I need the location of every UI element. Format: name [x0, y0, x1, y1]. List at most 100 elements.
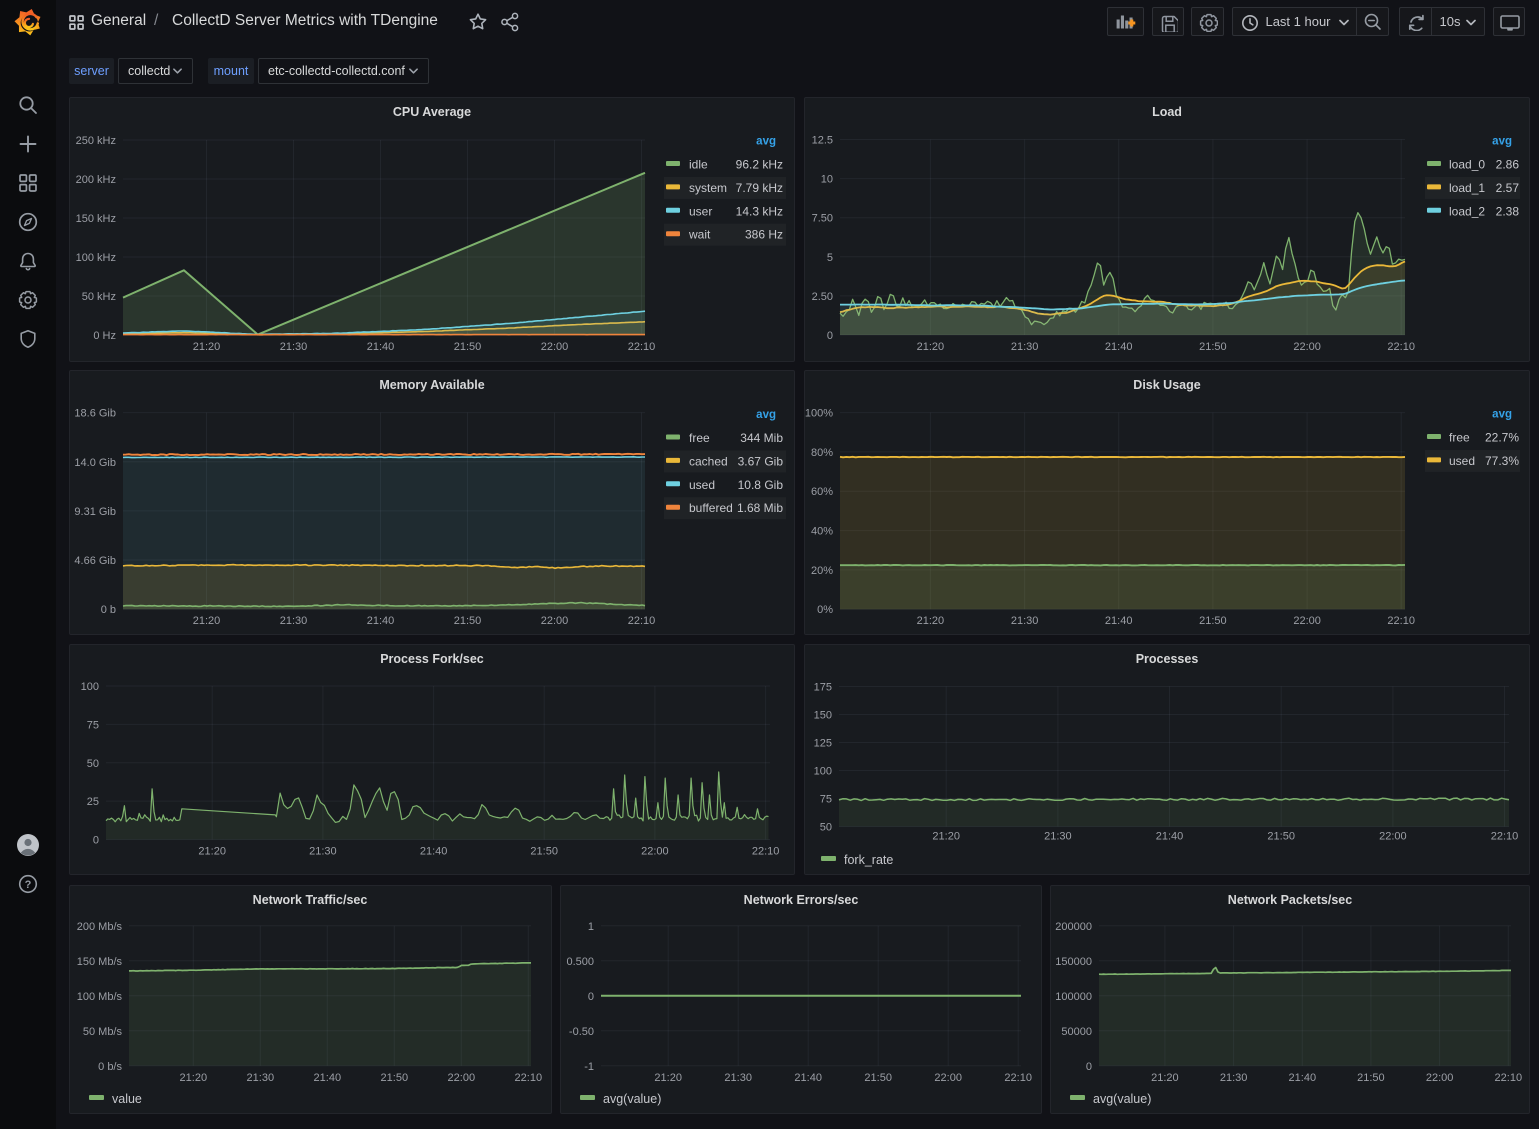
- svg-text:1.68 Mib: 1.68 Mib: [737, 501, 783, 515]
- svg-text:Memory Available: Memory Available: [379, 378, 484, 392]
- svg-text:20%: 20%: [811, 565, 833, 577]
- svg-text:used: used: [1449, 454, 1475, 468]
- svg-text:386 Hz: 386 Hz: [745, 228, 783, 242]
- svg-text:3.67 Gib: 3.67 Gib: [738, 454, 784, 468]
- svg-text:Network Traffic/sec: Network Traffic/sec: [253, 893, 368, 907]
- svg-text:Network Packets/sec: Network Packets/sec: [1228, 893, 1352, 907]
- svg-text:avg: avg: [1492, 409, 1512, 421]
- svg-text:22:00: 22:00: [541, 615, 569, 627]
- svg-text:fork_rate: fork_rate: [844, 853, 893, 867]
- svg-text:200 Mb/s: 200 Mb/s: [77, 921, 123, 933]
- svg-text:avg: avg: [1492, 136, 1512, 148]
- svg-text:21:20: 21:20: [180, 1072, 208, 1084]
- svg-text:75: 75: [87, 719, 99, 731]
- svg-text:21:30: 21:30: [280, 341, 308, 353]
- svg-text:7.79 kHz: 7.79 kHz: [736, 181, 783, 195]
- svg-text:200 kHz: 200 kHz: [76, 174, 116, 186]
- svg-text:load_1: load_1: [1449, 181, 1485, 195]
- svg-text:system: system: [689, 181, 727, 195]
- svg-text:0: 0: [1086, 1061, 1092, 1073]
- svg-text:125: 125: [814, 738, 832, 750]
- svg-text:22:00: 22:00: [1426, 1072, 1454, 1084]
- svg-text:Process Fork/sec: Process Fork/sec: [380, 652, 484, 666]
- svg-text:avg: avg: [756, 136, 776, 148]
- svg-text:free: free: [1449, 431, 1470, 445]
- svg-text:175: 175: [814, 682, 832, 694]
- svg-text:22:10: 22:10: [628, 341, 656, 353]
- svg-text:22:00: 22:00: [641, 846, 669, 858]
- svg-text:2.50: 2.50: [812, 291, 833, 303]
- svg-text:77.3%: 77.3%: [1485, 454, 1519, 468]
- svg-text:7.50: 7.50: [812, 213, 833, 225]
- svg-text:5: 5: [827, 252, 833, 264]
- svg-text:avg: avg: [756, 409, 776, 421]
- svg-text:22:10: 22:10: [1491, 831, 1519, 843]
- svg-text:21:30: 21:30: [280, 615, 308, 627]
- svg-text:21:40: 21:40: [367, 615, 395, 627]
- svg-text:150 kHz: 150 kHz: [76, 213, 116, 225]
- svg-text:200000: 200000: [1055, 921, 1092, 933]
- svg-text:21:50: 21:50: [381, 1072, 409, 1084]
- svg-text:21:50: 21:50: [454, 615, 482, 627]
- svg-text:21:20: 21:20: [932, 831, 960, 843]
- svg-text:100: 100: [81, 681, 99, 693]
- svg-text:21:20: 21:20: [917, 341, 945, 353]
- svg-text:22:10: 22:10: [752, 846, 780, 858]
- svg-text:0 Hz: 0 Hz: [93, 330, 116, 342]
- svg-text:22:00: 22:00: [1293, 341, 1321, 353]
- svg-text:100000: 100000: [1055, 991, 1092, 1003]
- svg-text:10.8 Gib: 10.8 Gib: [738, 478, 784, 492]
- svg-text:14.3 kHz: 14.3 kHz: [736, 204, 783, 218]
- svg-text:21:30: 21:30: [724, 1072, 752, 1084]
- svg-text:CPU Average: CPU Average: [393, 105, 471, 119]
- svg-text:21:50: 21:50: [454, 341, 482, 353]
- svg-text:22:00: 22:00: [448, 1072, 476, 1084]
- svg-text:avg(value): avg(value): [603, 1092, 661, 1106]
- svg-text:9.31 Gib: 9.31 Gib: [74, 506, 116, 518]
- svg-text:80%: 80%: [811, 447, 833, 459]
- svg-text:22:10: 22:10: [1387, 341, 1415, 353]
- svg-text:10: 10: [821, 174, 833, 186]
- svg-text:12.5: 12.5: [812, 135, 833, 147]
- svg-text:22:00: 22:00: [934, 1072, 962, 1084]
- svg-text:22:10: 22:10: [1387, 615, 1415, 627]
- svg-text:wait: wait: [688, 228, 711, 242]
- svg-text:21:40: 21:40: [794, 1072, 822, 1084]
- svg-text:21:20: 21:20: [198, 846, 226, 858]
- svg-text:Disk Usage: Disk Usage: [1133, 378, 1200, 392]
- svg-text:0: 0: [827, 330, 833, 342]
- svg-text:0: 0: [588, 991, 594, 1003]
- svg-text:used: used: [689, 478, 715, 492]
- svg-text:21:40: 21:40: [1105, 341, 1133, 353]
- svg-text:Network Errors/sec: Network Errors/sec: [744, 893, 859, 907]
- svg-text:0: 0: [93, 835, 99, 847]
- svg-text:250 kHz: 250 kHz: [76, 135, 116, 147]
- svg-text:21:20: 21:20: [193, 341, 221, 353]
- svg-text:14.0 Gib: 14.0 Gib: [74, 457, 116, 469]
- svg-text:1: 1: [588, 921, 594, 933]
- svg-text:21:30: 21:30: [309, 846, 337, 858]
- svg-text:21:40: 21:40: [1289, 1072, 1317, 1084]
- svg-text:0.500: 0.500: [566, 956, 594, 968]
- svg-text:22:00: 22:00: [1379, 831, 1407, 843]
- svg-text:Processes: Processes: [1136, 652, 1199, 666]
- svg-text:150 Mb/s: 150 Mb/s: [77, 956, 123, 968]
- svg-text:21:50: 21:50: [1357, 1072, 1385, 1084]
- svg-text:18.6 Gib: 18.6 Gib: [74, 408, 116, 420]
- svg-text:100: 100: [814, 766, 832, 778]
- svg-text:50000: 50000: [1061, 1026, 1092, 1038]
- svg-text:21:40: 21:40: [420, 846, 448, 858]
- svg-text:2.86: 2.86: [1496, 158, 1520, 172]
- svg-text:22.7%: 22.7%: [1485, 431, 1519, 445]
- svg-text:21:40: 21:40: [1156, 831, 1184, 843]
- svg-text:25: 25: [87, 796, 99, 808]
- svg-text:user: user: [689, 204, 712, 218]
- svg-text:21:50: 21:50: [1199, 615, 1227, 627]
- svg-text:0%: 0%: [817, 604, 833, 616]
- svg-text:Load: Load: [1152, 105, 1182, 119]
- svg-text:50 kHz: 50 kHz: [82, 291, 116, 303]
- svg-text:21:40: 21:40: [1105, 615, 1133, 627]
- svg-text:75: 75: [820, 794, 832, 806]
- svg-text:buffered: buffered: [689, 501, 733, 515]
- svg-text:22:10: 22:10: [515, 1072, 543, 1084]
